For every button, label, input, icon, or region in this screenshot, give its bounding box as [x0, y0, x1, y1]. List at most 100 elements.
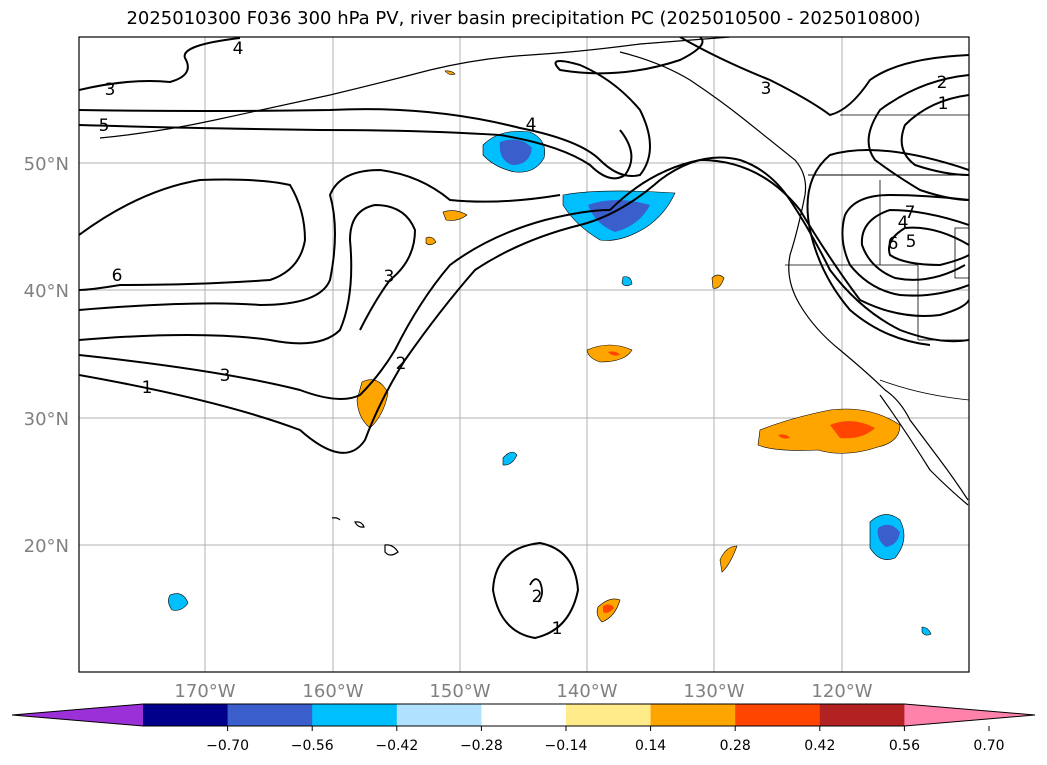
lat-labels: 50°N 40°N 30°N 20°N — [24, 154, 69, 557]
colorbar-extend-min — [12, 704, 143, 726]
pv-contour — [841, 193, 969, 297]
precip-area — [442, 210, 468, 221]
colorbar-tick-label: −0.70 — [206, 738, 249, 754]
contour-label: 6 — [888, 234, 899, 254]
colorbar-segment — [312, 704, 398, 726]
contour-label: 5 — [99, 116, 110, 136]
pv-contour — [888, 226, 969, 267]
precip-area — [719, 545, 738, 573]
pv-contour — [79, 178, 307, 291]
contour-label: 4 — [233, 39, 244, 59]
contour-label: 3 — [761, 79, 772, 99]
precip-area — [778, 434, 790, 439]
pv-contour — [79, 124, 633, 180]
pv-contour — [79, 37, 704, 177]
pv-contour — [79, 209, 611, 400]
precip-area — [425, 236, 437, 246]
pv-contour — [900, 94, 969, 176]
contour-label: 3 — [220, 366, 231, 386]
precip-area — [502, 451, 518, 466]
pv-contour — [860, 208, 969, 281]
pv-contour — [529, 578, 543, 603]
hawaii-coast — [354, 521, 365, 528]
contour-label: 2 — [396, 354, 407, 374]
lon-label: 130°W — [683, 681, 744, 702]
pv-contour — [79, 156, 969, 454]
lon-label: 160°W — [302, 681, 363, 702]
colorbar-tick-label: 0.56 — [889, 738, 920, 754]
precip-area — [877, 524, 900, 547]
contour-label: 4 — [526, 115, 537, 135]
aleutian-coast — [99, 37, 731, 139]
contour-label: 7 — [905, 203, 916, 223]
pv-contour-labels: 4 3 5 6 3 2 3 1 4 3 2 1 7 6 5 4 2 1 — [99, 39, 949, 639]
contour-label: 3 — [105, 80, 116, 100]
precip-area — [444, 70, 456, 75]
pv-contour — [609, 158, 969, 317]
pv-contours — [79, 37, 969, 640]
colorbar-segment — [819, 704, 905, 726]
lat-label: 20°N — [24, 536, 69, 557]
precip-area — [608, 351, 620, 356]
contour-label: 1 — [552, 619, 563, 639]
colorbar-segment — [227, 704, 313, 726]
baja-coast — [879, 394, 969, 506]
lon-label: 150°W — [429, 681, 490, 702]
colorbar-segment — [481, 704, 567, 726]
contour-label: 3 — [384, 267, 395, 287]
pv-contour — [79, 203, 417, 345]
colorbar-tick-label: 0.70 — [973, 738, 1004, 754]
colorbar-tick-label: −0.28 — [460, 738, 503, 754]
precip-shading — [168, 70, 932, 636]
pv-contour — [79, 37, 241, 91]
colorbar-tick-label: 0.42 — [804, 738, 835, 754]
contour-label: 2 — [937, 73, 948, 93]
colorbar-segment — [650, 704, 736, 726]
colorbar-tick-label: 0.14 — [635, 738, 666, 754]
colorbar-tick-label: −0.14 — [545, 738, 588, 754]
precip-area — [603, 604, 614, 613]
contour-label: 1 — [938, 94, 949, 114]
pv-contour — [79, 168, 561, 311]
pv-contour — [679, 37, 969, 117]
precip-area — [921, 626, 932, 636]
colorbar-extend-max — [904, 704, 1035, 726]
colorbar-segment — [143, 704, 229, 726]
contour-label: 4 — [898, 213, 909, 233]
lon-label: 120°W — [811, 681, 872, 702]
mexico-border — [879, 379, 969, 401]
precip-area — [757, 408, 901, 454]
precip-area — [621, 276, 633, 287]
lat-label: 40°N — [24, 281, 69, 302]
contour-label: 2 — [532, 587, 543, 607]
precip-area — [711, 274, 725, 289]
contour-label: 1 — [142, 378, 153, 398]
pv-contour — [491, 541, 580, 640]
pv-contour — [867, 74, 969, 201]
hawaii-coast — [331, 517, 341, 521]
west-coast — [619, 51, 969, 501]
lon-labels: 170°W 160°W 150°W 140°W 130°W 120°W — [174, 681, 872, 702]
lat-label: 50°N — [24, 154, 69, 175]
precip-area — [830, 421, 875, 439]
precip-area — [588, 200, 650, 232]
map-title: 2025010300 F036 300 hPa PV, river basin … — [126, 8, 921, 29]
colorbar-segment — [566, 704, 652, 726]
lon-label: 170°W — [174, 681, 235, 702]
colorbar-tick-label: −0.56 — [291, 738, 334, 754]
lon-label: 140°W — [556, 681, 617, 702]
map-frame — [78, 36, 970, 673]
precip-area — [356, 379, 389, 429]
hawaii-coast — [384, 544, 399, 556]
contour-label: 6 — [112, 266, 123, 286]
colorbar: −0.70 −0.56 −0.42 −0.28 −0.14 0.14 0.28 0.42 0.5… — [11, 703, 1036, 754]
pv-contour — [806, 149, 969, 346]
colorbar-outline — [11, 703, 1036, 727]
precip-area — [499, 139, 532, 165]
colorbar-segment — [735, 704, 821, 726]
precip-area — [168, 593, 189, 611]
lat-label: 30°N — [24, 409, 69, 430]
colorbar-segment — [396, 704, 482, 726]
colorbar-tick-label: 0.28 — [720, 738, 751, 754]
